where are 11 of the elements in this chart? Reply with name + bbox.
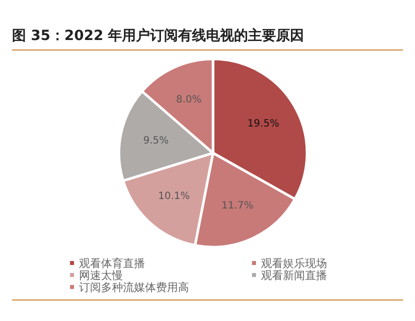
legend-label: 网速太慢 — [79, 269, 123, 282]
data-label: 9.5% — [143, 136, 169, 147]
data-label: 11.7% — [222, 200, 254, 212]
legend-label: 观看娱乐现场 — [261, 257, 327, 270]
data-label: 10.1% — [158, 191, 190, 202]
data-label: 8.0% — [176, 94, 202, 106]
legend-label: 观看体育直播 — [79, 257, 145, 270]
legend-label: 观看新闻直播 — [261, 269, 327, 282]
chart-title: 图 35：2022 年用户订阅有线电视的主要原因 — [12, 27, 304, 44]
legend-label: 订阅多种流媒体费用高 — [79, 281, 189, 294]
data-label: 19.5% — [247, 118, 280, 130]
